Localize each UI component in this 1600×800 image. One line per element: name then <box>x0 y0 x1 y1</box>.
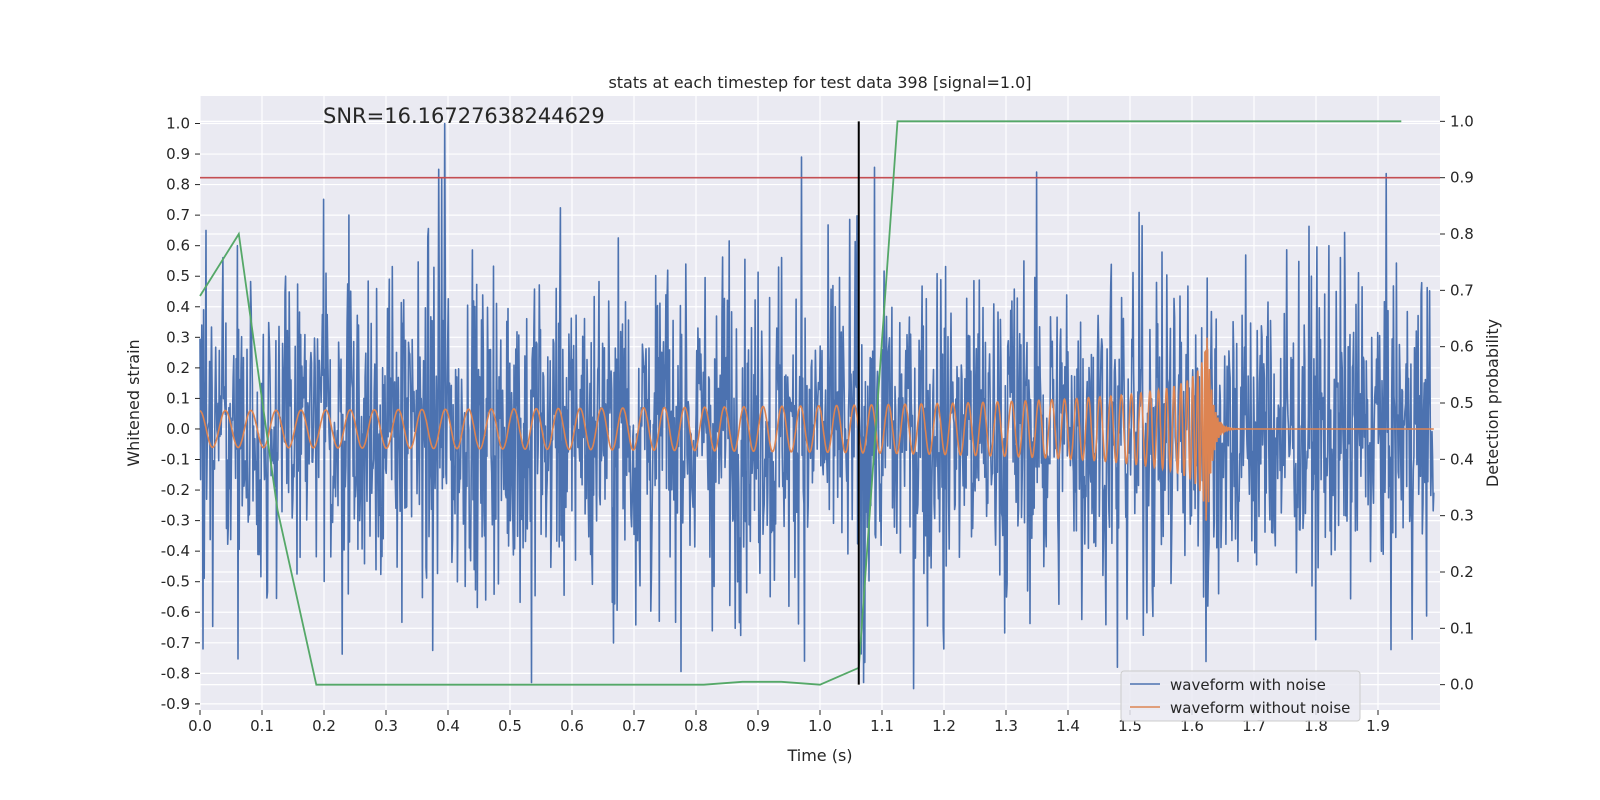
x-tick-label: 0.2 <box>312 717 336 735</box>
y2-tick-label: 1.0 <box>1450 112 1474 130</box>
y-tick-label: -0.6 <box>161 603 190 621</box>
y-tick-label: -0.3 <box>161 512 190 530</box>
series-detection-probability <box>199 120 1402 686</box>
series-waveform-with-noise <box>199 122 1435 690</box>
y-tick-label: -0.9 <box>161 695 190 713</box>
chart-title: stats at each timestep for test data 398… <box>608 73 1031 92</box>
y-tick-label: 0.9 <box>166 145 190 163</box>
y2-tick-label: 0.2 <box>1450 563 1474 581</box>
x-tick-label: 1.3 <box>994 717 1018 735</box>
y-tick-label: -0.4 <box>161 542 190 560</box>
legend-box <box>1120 670 1361 722</box>
y-tick-label: 0.3 <box>166 328 190 346</box>
y-tick-label: 0.8 <box>166 176 190 194</box>
x-tick-label: 0.7 <box>622 717 646 735</box>
y-axis-label: Whitened strain <box>124 339 143 466</box>
x-tick-label: 1.9 <box>1366 717 1390 735</box>
x-tick-label: 0.0 <box>188 717 212 735</box>
x-tick-label: 1.4 <box>1056 717 1080 735</box>
y-tick-label: -0.5 <box>161 573 190 591</box>
x-tick-label: 0.4 <box>436 717 460 735</box>
legend: waveform with noise waveform without noi… <box>1120 670 1361 722</box>
y-tick-label: 0.6 <box>166 237 190 255</box>
x-tick-label: 0.9 <box>746 717 770 735</box>
x-axis-label: Time (s) <box>786 746 852 765</box>
y2-tick-label: 0.8 <box>1450 225 1474 243</box>
series-waveform-without-noise <box>199 337 1434 521</box>
y-tick-label: 0.5 <box>166 267 190 285</box>
x-tick-label: 0.1 <box>250 717 274 735</box>
x-tick-label: 0.8 <box>684 717 708 735</box>
y2-tick-label: 0.5 <box>1450 394 1474 412</box>
x-tick-label: 0.6 <box>560 717 584 735</box>
y-tick-label: 0.4 <box>166 298 190 316</box>
y2-tick-label: 0.7 <box>1450 281 1474 299</box>
y-tick-label: 0.0 <box>166 420 190 438</box>
x-tick-label: 1.1 <box>870 717 894 735</box>
snr-annotation: SNR=16.16727638244629 <box>323 104 605 128</box>
y-tick-label: 0.2 <box>166 359 190 377</box>
y-tick-label: -0.8 <box>161 664 190 682</box>
series-layer <box>199 120 1440 690</box>
x-tick-label: 0.3 <box>374 717 398 735</box>
y-tick-label: 0.7 <box>166 206 190 224</box>
y2-tick-label: 0.1 <box>1450 619 1474 637</box>
y2-tick-label: 0.3 <box>1450 507 1474 525</box>
legend-label-clean: waveform without noise <box>1170 699 1350 717</box>
y2-tick-label: 0.4 <box>1450 450 1474 468</box>
y2-tick-label: 0.9 <box>1450 169 1474 187</box>
legend-label-noise: waveform with noise <box>1170 676 1326 694</box>
y-tick-label: 1.0 <box>166 114 190 132</box>
x-tick-label: 0.5 <box>498 717 522 735</box>
y-tick-label: 0.1 <box>166 389 190 407</box>
y-tick-label: -0.7 <box>161 634 190 652</box>
axes-layer: 0.0 0.1 0.2 0.3 0.4 0.5 0.6 0.7 0.8 0.9 1.0 1.1 1.2 1… <box>161 112 1474 735</box>
x-tick-label: 1.0 <box>808 717 832 735</box>
y2-tick-label: 0.6 <box>1450 338 1474 356</box>
y2-tick-label: 0.0 <box>1450 676 1474 694</box>
x-tick-label: 1.2 <box>932 717 956 735</box>
y-tick-label: -0.2 <box>161 481 190 499</box>
y-tick-label: -0.1 <box>161 451 190 469</box>
y2-axis-label: Detection probability <box>1483 319 1502 487</box>
